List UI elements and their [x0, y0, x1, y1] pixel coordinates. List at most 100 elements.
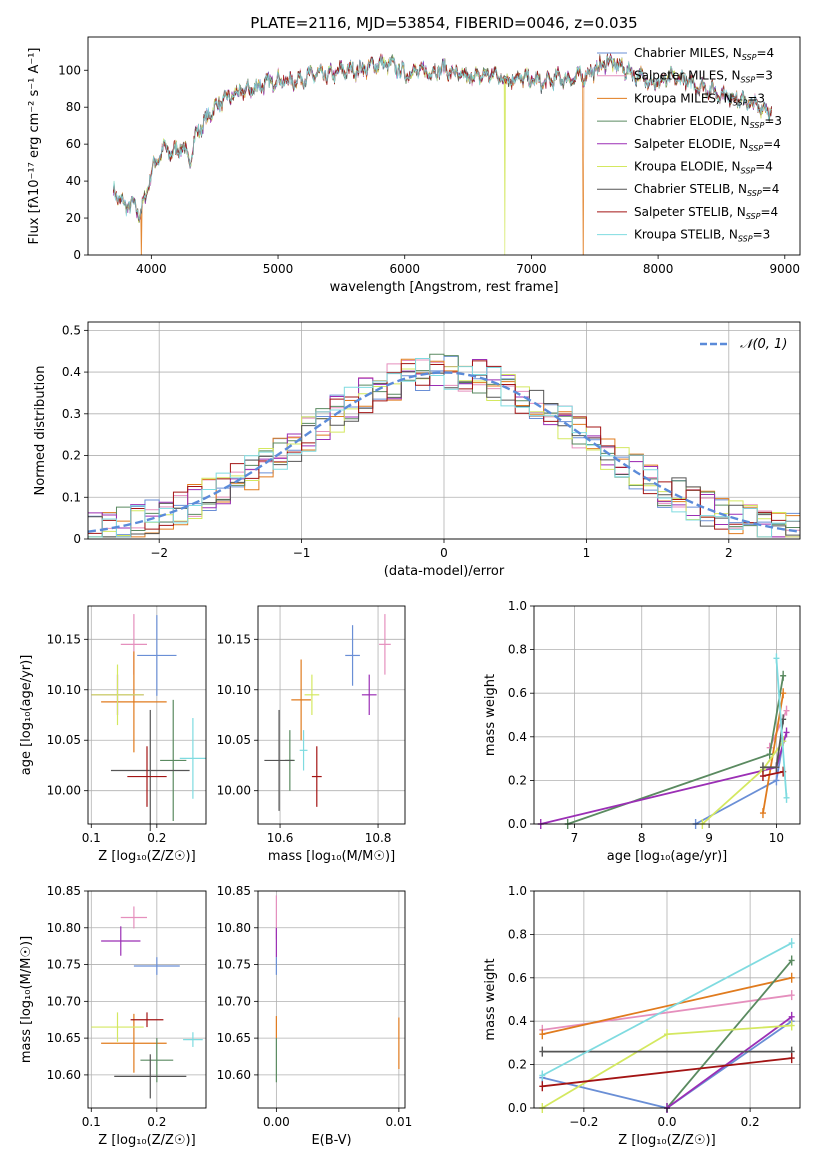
legend-label-kroupa-elodie: Kroupa ELODIE, NSSP=4	[634, 160, 773, 176]
weight-marker-kroupa-miles	[539, 1029, 546, 1040]
weight-marker-chabrier-elodie	[766, 749, 773, 760]
plot-area	[537, 653, 790, 829]
weight-marker-kroupa-miles	[759, 808, 766, 819]
legend-label-salpeter-elodie: Salpeter ELODIE, NSSP=4	[634, 137, 781, 153]
x-tick-label: 10	[769, 831, 784, 845]
weight-line-salpeter-stelib	[762, 770, 784, 777]
y-tick-label: 0.8	[508, 643, 527, 657]
normal-curve	[87, 371, 801, 533]
y-tick-label: 10.00	[217, 784, 251, 798]
weight-marker-salpeter-stelib	[759, 771, 766, 782]
weight-marker-salpeter-miles	[788, 990, 795, 1001]
y-tick-label: 10.80	[47, 921, 81, 935]
y-tick-label: 0.4	[508, 1014, 527, 1028]
point-chabrier-elodie	[140, 1038, 174, 1083]
point-chabrier-stelib	[264, 709, 294, 811]
x-tick-label: 7000	[516, 262, 547, 276]
point-kroupa-elodie	[304, 674, 320, 715]
weight-line-kroupa-miles	[542, 976, 792, 1036]
y-tick-label: 10.05	[217, 733, 251, 747]
point-salpeter-elodie	[101, 926, 141, 956]
point-kroupa-stelib	[299, 730, 308, 771]
weight-marker-kroupa-elodie	[664, 1029, 670, 1040]
panel-mass_vs_Z: 0.1 0.2 10.60 10.65 10.70 10.75 10.80 10.85 Z [l…	[19, 884, 207, 1148]
x-tick-label: 9	[705, 831, 713, 845]
x-tick-label: 1	[583, 546, 591, 560]
point-kroupa-miles	[291, 659, 311, 741]
point-kroupa-elodie	[91, 1012, 144, 1042]
x-tick-label: −0.2	[569, 1115, 598, 1129]
x-tick-label: 0	[440, 546, 448, 560]
x-tick-label: 0.1	[82, 831, 101, 845]
panel-residuals: −2 −1 0 1 2 0 0.1 0.2 0.3 0.4 0.5 (data-model)/erro…	[33, 321, 801, 579]
point-salpeter-elodie	[361, 674, 377, 715]
y-axis-label: mass weight	[483, 674, 498, 756]
weight-line-kroupa-stelib	[541, 942, 793, 1077]
weight-marker-salpeter-stelib	[788, 1053, 795, 1064]
y-axis-label: Normed distribution	[33, 366, 48, 496]
plot-area	[539, 938, 795, 1113]
weight-line-chabrier-elodie	[567, 675, 785, 825]
weight-marker-kroupa-stelib	[773, 653, 780, 664]
x-tick-label: 0.2	[741, 1115, 760, 1129]
point-chabrier-stelib	[110, 709, 190, 832]
y-tick-label: 10.75	[217, 958, 251, 972]
point-chabrier-miles	[133, 957, 180, 975]
axes-frame	[87, 36, 801, 256]
y-tick-label: 1.0	[508, 599, 527, 613]
y-axis-label: mass weight	[483, 958, 498, 1040]
point-kroupa-miles	[101, 1013, 167, 1073]
x-tick-label: 2	[725, 546, 733, 560]
plot-area	[112, 53, 772, 256]
weight-line-salpeter-stelib	[542, 1057, 792, 1088]
x-tick-label: 8	[638, 831, 646, 845]
y-tick-label: 10.70	[47, 994, 81, 1008]
chart-title: PLATE=2116, MJD=53854, FIBERID=0046, z=0…	[250, 14, 637, 32]
y-tick-label: 0.0	[508, 1101, 527, 1115]
x-tick-label: 10.8	[365, 831, 392, 845]
y-tick-label: 10.75	[47, 958, 81, 972]
panel-mass_vs_ebv: 0.00 0.01 10.60 10.65 10.70 10.75 10.80 10.85 E(…	[217, 884, 413, 1148]
y-tick-label: 40	[66, 174, 81, 188]
y-tick-label: 100	[58, 63, 81, 77]
y-axis-label: mass [log₁₀(M/M☉)]	[19, 936, 34, 1063]
y-tick-label: 10.65	[47, 1031, 81, 1045]
plot-area	[87, 353, 801, 538]
y-tick-label: 0.4	[508, 730, 527, 744]
weight-marker-salpeter-elodie	[783, 727, 790, 738]
point-salpeter-miles	[379, 614, 391, 675]
point-kroupa-stelib	[183, 1032, 203, 1047]
weight-marker-kroupa-stelib	[539, 1070, 546, 1081]
x-axis-label: Z [log₁₀(Z/Z☉)]	[98, 849, 195, 864]
y-tick-label: 10.15	[217, 632, 251, 646]
y-tick-label: 10.70	[217, 994, 251, 1008]
x-tick-label: 0.2	[147, 831, 166, 845]
point-salpeter-stelib	[127, 746, 167, 807]
y-tick-label: 0.5	[62, 323, 81, 337]
x-tick-label: 5000	[263, 262, 294, 276]
x-tick-label: 8000	[643, 262, 674, 276]
y-tick-label: 0	[73, 532, 81, 546]
y-tick-label: 0.2	[62, 449, 81, 463]
y-tick-label: 20	[66, 211, 81, 225]
weight-marker-salpeter-stelib	[539, 1081, 546, 1092]
weight-marker-kroupa-elodie	[788, 1020, 795, 1031]
point-kroupa-miles	[101, 651, 167, 753]
weight-marker-chabrier-elodie	[780, 670, 787, 681]
axes-frame	[257, 605, 406, 825]
y-tick-label: 10.10	[47, 683, 81, 697]
point-salpeter-stelib	[311, 746, 322, 807]
y-tick-label: 0	[73, 248, 81, 262]
axes-frame	[533, 890, 801, 1109]
legend-label-kroupa-miles: Kroupa MILES, NSSP=3	[634, 91, 765, 107]
legend-label-chabrier-miles: Chabrier MILES, NSSP=4	[634, 46, 774, 62]
axes-frame	[87, 890, 207, 1109]
axes-frame	[87, 605, 207, 825]
point-chabrier-stelib	[114, 1054, 187, 1099]
point-chabrier-miles	[137, 615, 177, 696]
weight-line-salpeter-elodie	[540, 732, 788, 825]
weight-marker-kroupa-miles	[788, 972, 795, 983]
x-axis-label: Z [log₁₀(Z/Z☉)]	[98, 1133, 195, 1148]
plot-area	[91, 614, 206, 832]
weight-line-salpeter-elodie	[666, 1016, 793, 1109]
